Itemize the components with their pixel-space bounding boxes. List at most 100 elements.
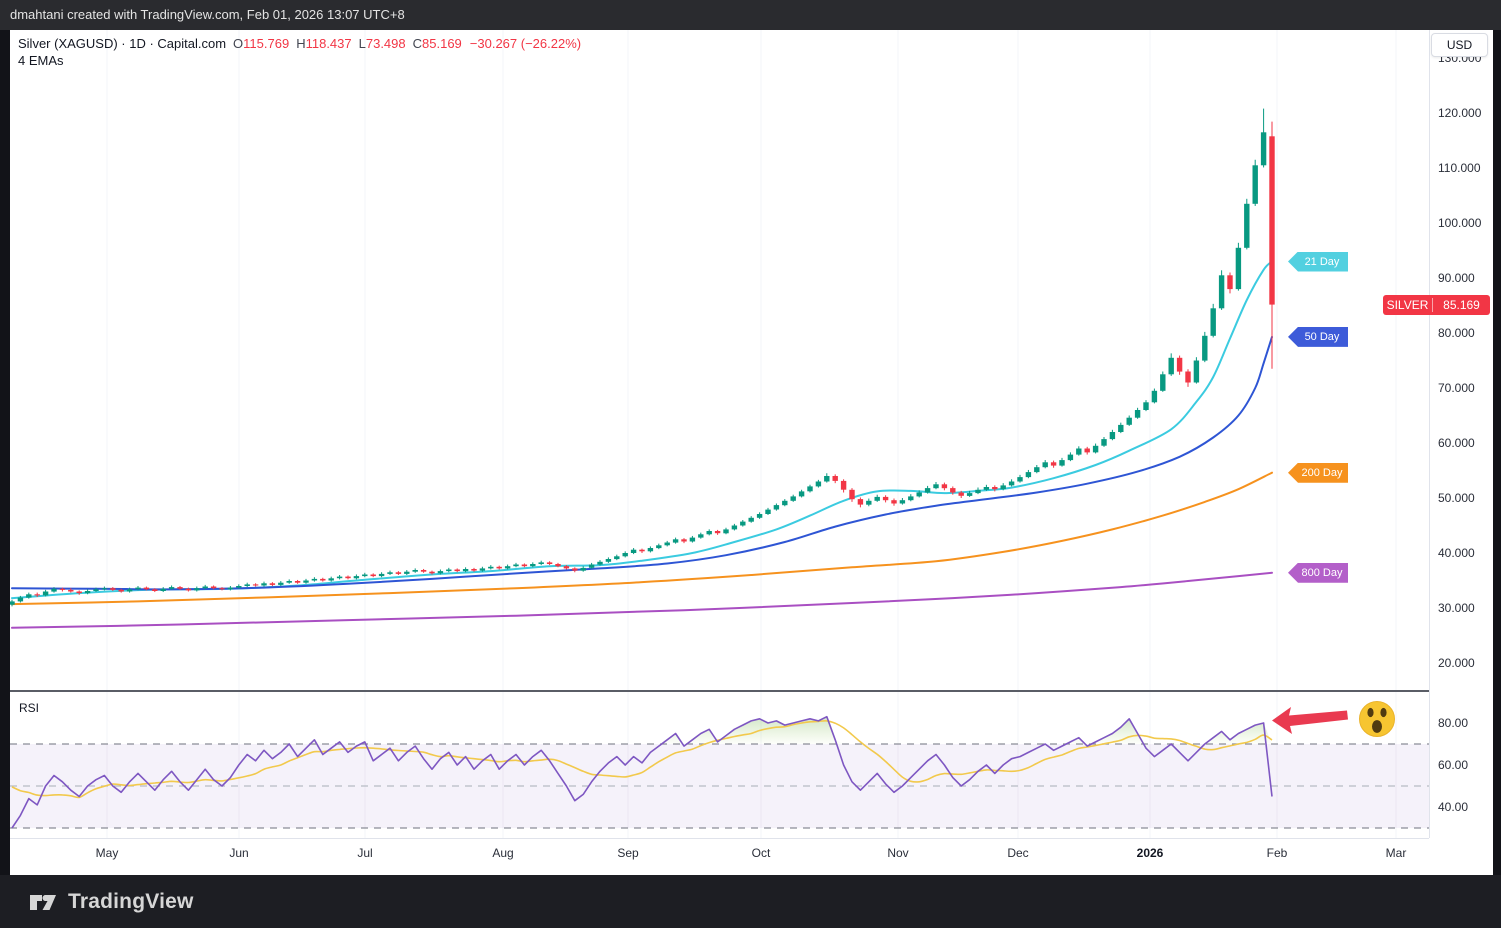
candle-body bbox=[580, 567, 586, 571]
rsi-tick: 60.00 bbox=[1438, 758, 1469, 772]
candle-body bbox=[1126, 417, 1132, 425]
candle-body bbox=[924, 488, 931, 493]
rsi-tick: 40.00 bbox=[1438, 800, 1469, 814]
candle-body bbox=[135, 587, 141, 590]
candle-body bbox=[1202, 335, 1208, 361]
candle-body bbox=[664, 542, 670, 546]
rsi-line[interactable] bbox=[11, 715, 1273, 829]
candle-body bbox=[42, 591, 49, 596]
ema-badge-200-day: 200 Day bbox=[1288, 462, 1348, 483]
ema-badge-21-day: 21 Day bbox=[1288, 251, 1348, 272]
price-tick: 20.000 bbox=[1438, 656, 1475, 670]
candle-body bbox=[420, 570, 427, 572]
candle-body bbox=[236, 586, 242, 588]
candle-body bbox=[429, 571, 435, 574]
last-price-badge: SILVER 85.169 bbox=[1383, 294, 1490, 315]
rsi-label[interactable]: RSI bbox=[19, 701, 40, 715]
badge-divider bbox=[1432, 297, 1433, 312]
time-tick-Mar: Mar bbox=[1385, 846, 1407, 860]
candle-body bbox=[1118, 424, 1124, 432]
candle-body bbox=[320, 578, 326, 581]
candle-body bbox=[336, 576, 343, 579]
candle-body bbox=[622, 553, 628, 557]
time-tick-2026: 2026 bbox=[1136, 846, 1164, 860]
candle-body bbox=[916, 492, 922, 497]
candle-body bbox=[1160, 374, 1166, 391]
candle-body bbox=[840, 480, 847, 490]
tradingview-logo-icon[interactable] bbox=[28, 887, 58, 917]
candle-body bbox=[807, 486, 813, 492]
indicator-legend[interactable]: 4 EMAs bbox=[18, 53, 64, 68]
price-tick: 110.000 bbox=[1438, 161, 1481, 175]
21-day-ema[interactable] bbox=[11, 260, 1273, 600]
price-tick: 90.000 bbox=[1438, 271, 1475, 285]
candle-body bbox=[723, 529, 729, 534]
candle-body bbox=[790, 496, 796, 501]
candle-body bbox=[563, 566, 570, 569]
low-value: 73.498 bbox=[365, 36, 406, 51]
candle-body bbox=[731, 525, 738, 530]
candle-body bbox=[93, 589, 99, 591]
candle-body bbox=[59, 588, 66, 590]
candle-body bbox=[950, 488, 956, 493]
candle-body bbox=[17, 597, 24, 602]
candle-body bbox=[152, 589, 158, 591]
price-tick: 60.000 bbox=[1438, 436, 1475, 450]
tradingview-brand[interactable]: TradingView bbox=[68, 889, 194, 913]
candle-body bbox=[1059, 460, 1065, 466]
candle-body bbox=[353, 576, 360, 579]
pane-separator[interactable] bbox=[10, 690, 1429, 692]
candle-body bbox=[185, 588, 192, 591]
candle-body bbox=[479, 568, 486, 571]
candle-body bbox=[462, 569, 469, 572]
candle-body bbox=[412, 570, 418, 572]
candle-body bbox=[219, 588, 225, 590]
candle-body bbox=[345, 576, 351, 579]
candle-body bbox=[1050, 462, 1057, 466]
candle-body bbox=[908, 496, 914, 501]
candle-body bbox=[1269, 136, 1275, 305]
candle-body bbox=[1210, 308, 1216, 336]
candle-body bbox=[446, 569, 452, 572]
price-tick: 50.000 bbox=[1438, 491, 1475, 505]
candle-body bbox=[110, 588, 116, 590]
200-day-ema[interactable] bbox=[11, 471, 1273, 606]
rsi-tick: 80.00 bbox=[1438, 716, 1469, 730]
candle-body bbox=[1084, 448, 1090, 453]
candle-body bbox=[68, 589, 74, 592]
candle-body bbox=[1244, 203, 1250, 248]
candle-body bbox=[378, 573, 385, 577]
rsi-ma-line[interactable] bbox=[11, 720, 1273, 799]
candle-body bbox=[395, 572, 402, 574]
candle-body bbox=[966, 493, 973, 496]
candle-body bbox=[1034, 467, 1040, 473]
candle-body bbox=[1000, 485, 1006, 490]
candle-body bbox=[1109, 432, 1116, 440]
candle-body bbox=[471, 569, 477, 571]
50-day-ema[interactable] bbox=[11, 335, 1273, 591]
candle-body bbox=[765, 509, 771, 514]
candle-body bbox=[572, 568, 578, 571]
candle-body bbox=[672, 539, 679, 543]
candle-body bbox=[958, 492, 964, 496]
candle-body bbox=[656, 545, 662, 549]
candle-body bbox=[437, 571, 444, 574]
candle-body bbox=[630, 549, 637, 553]
main-chart[interactable] bbox=[10, 30, 1429, 690]
candles-layer[interactable] bbox=[10, 108, 1275, 607]
candle-body bbox=[614, 556, 620, 560]
symbol-title: Silver (XAGUSD) · 1D · Capital.com bbox=[18, 36, 227, 51]
candle-body bbox=[496, 566, 502, 569]
astonished-face-emoji-icon bbox=[1359, 701, 1395, 737]
candle-body bbox=[597, 561, 603, 565]
candle-body bbox=[252, 584, 259, 586]
symbol-legend[interactable]: Silver (XAGUSD) · 1D · Capital.com O115.7… bbox=[18, 36, 581, 51]
800-day-ema[interactable] bbox=[11, 571, 1273, 629]
time-tick-Jun: Jun bbox=[229, 846, 249, 860]
rsi-chart[interactable] bbox=[10, 692, 1429, 838]
candle-body bbox=[194, 588, 200, 591]
currency-button[interactable]: USD bbox=[1431, 33, 1488, 57]
candle-body bbox=[740, 521, 746, 526]
price-axis-separator[interactable] bbox=[1429, 30, 1430, 838]
candle-body bbox=[513, 564, 519, 567]
